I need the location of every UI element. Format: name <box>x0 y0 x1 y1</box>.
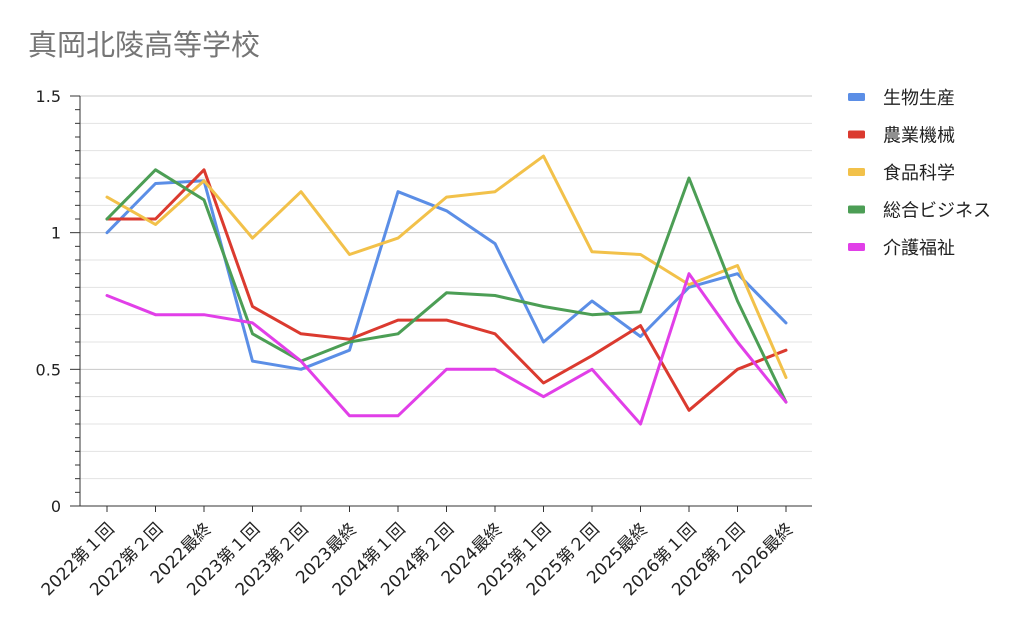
y-tick-label: 0 <box>51 497 61 516</box>
legend-label: 食品科学 <box>883 163 955 184</box>
legend-swatch <box>848 205 865 214</box>
legend-swatch <box>848 168 865 176</box>
legend-label: 介護福祉 <box>883 238 955 259</box>
legend-label: 総合ビジネス <box>883 201 991 222</box>
series-line <box>105 272 788 426</box>
legend-swatch <box>848 93 865 101</box>
y-tick-label: 0.5 <box>36 360 61 379</box>
series-line <box>105 168 788 412</box>
y-tick-label: 1.5 <box>36 87 61 106</box>
gridlines <box>80 95 812 480</box>
y-tick-label: 1 <box>51 224 61 243</box>
legend-swatch <box>848 130 865 139</box>
legend-label: 農業機械 <box>883 126 955 147</box>
legend-label: 生物生産 <box>883 88 955 109</box>
series-line <box>105 168 788 404</box>
series-line <box>105 154 788 379</box>
legend-swatch <box>848 243 865 251</box>
chart-title: 真岡北陵高等学校 <box>28 28 261 62</box>
